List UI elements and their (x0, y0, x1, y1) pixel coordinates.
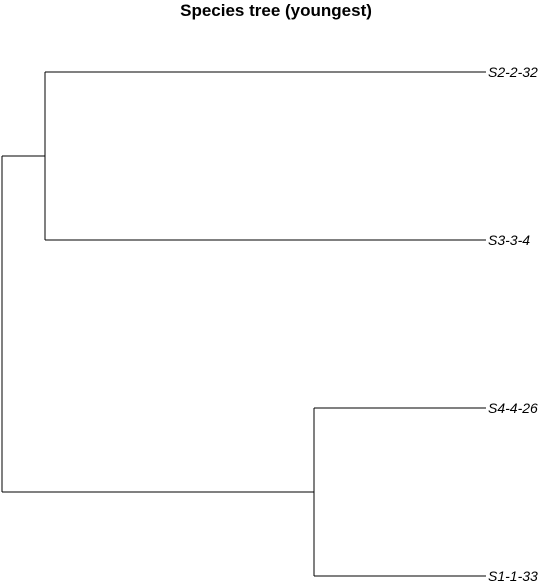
tip-label-3: S4-4-26 (488, 400, 538, 416)
tip-label-4: S1-1-33 (488, 568, 538, 584)
upper-clade-node (44, 71, 486, 241)
tip-labels: S2-2-32 S3-3-4 S4-4-26 S1-1-33 (488, 64, 538, 584)
lower-clade-node (313, 407, 486, 577)
tip-label-1: S2-2-32 (488, 64, 538, 80)
tip-label-2: S3-3-4 (488, 232, 530, 248)
plot-title: Species tree (youngest) (180, 1, 372, 20)
root-node (1, 155, 314, 493)
